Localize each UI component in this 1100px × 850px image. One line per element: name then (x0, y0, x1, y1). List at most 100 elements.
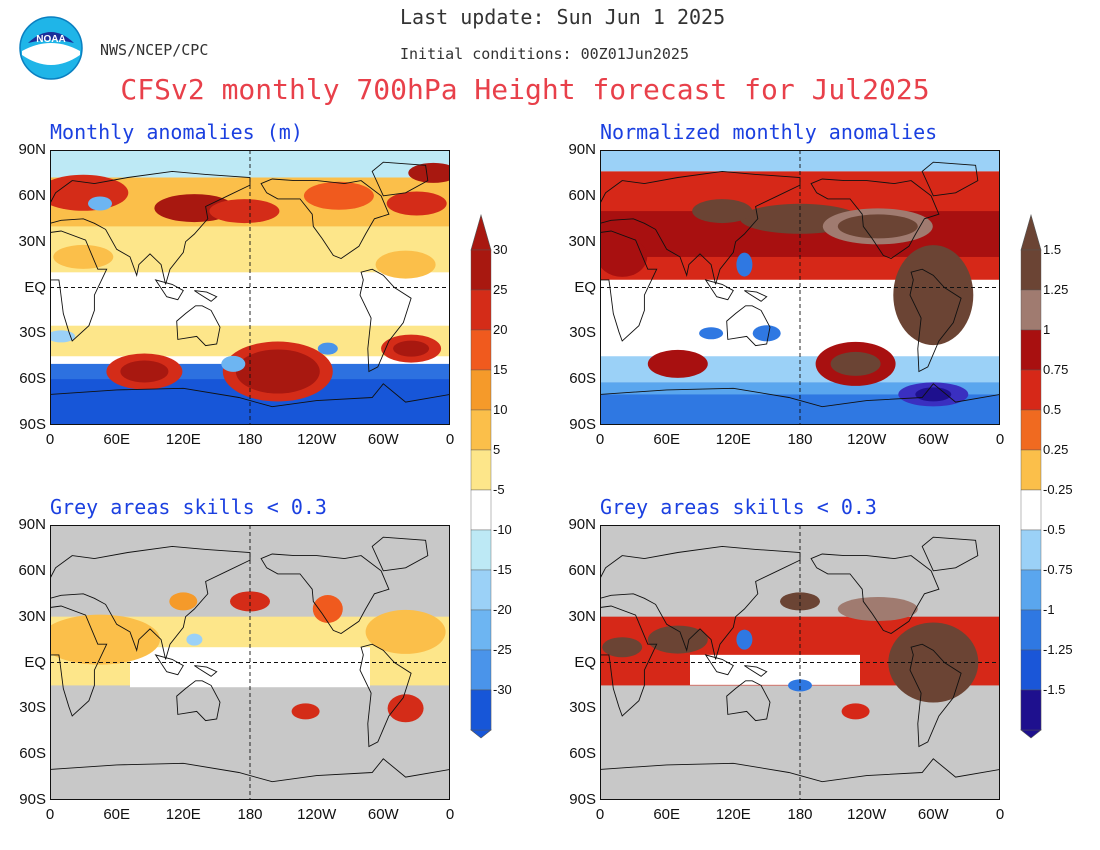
map-frame (50, 525, 450, 800)
coastline (909, 268, 962, 373)
latitude-label: 60N (18, 561, 46, 579)
longitude-label: 180 (237, 806, 263, 823)
anomaly-blob (365, 609, 446, 654)
coastline (154, 279, 184, 301)
coastline (909, 643, 962, 748)
latitude-label: 90N (568, 516, 596, 533)
longitude-label: 60W (917, 431, 949, 448)
page-title: CFSv2 monthly 700hPa Height forecast for… (120, 73, 930, 106)
anomaly-blob (230, 591, 270, 612)
latitude-label: 30N (18, 232, 46, 250)
latitude-label: 90N (18, 516, 46, 533)
coastline (726, 680, 771, 722)
latitude-label: 60N (568, 186, 596, 204)
colorbar-segment (1020, 249, 1042, 291)
colorbar-tick-label: -0.5 (1043, 522, 1066, 537)
longitude-label: 0 (995, 431, 1005, 448)
anomaly-blob (50, 614, 160, 665)
anomaly-blob (169, 592, 198, 611)
colorbar-segment (1020, 329, 1042, 371)
colorbar-segment (470, 649, 492, 691)
colorbar-segment (470, 609, 492, 651)
colorbar-neutral-segment (1020, 489, 1042, 531)
colorbar-tick-label: -0.75 (1043, 562, 1073, 577)
longitude-label: 180 (787, 806, 813, 823)
panel-title-bottom-left: Grey areas skills < 0.3 (50, 495, 327, 519)
anomaly-blob (291, 703, 320, 720)
longitude-label: 120W (297, 806, 337, 823)
coastline (50, 383, 450, 425)
longitude-label: 0 (45, 431, 55, 448)
latitude-label: 90N (568, 141, 596, 158)
longitude-label: 0 (595, 806, 605, 823)
longitude-label: 60W (367, 431, 399, 448)
longitude-label: 120E (715, 806, 751, 823)
colorbar-segment (1020, 289, 1042, 331)
latitude-label: EQ (24, 278, 46, 296)
colorbar-anomalies (470, 213, 492, 739)
longitude-label: 180 (237, 431, 263, 448)
coastline (921, 536, 979, 572)
longitude-label: 60W (917, 806, 949, 823)
anomaly-blob (386, 191, 447, 216)
anomaly-blob (600, 236, 648, 277)
anomaly-blob (393, 340, 430, 357)
colorbar-tick-label: -1.25 (1043, 642, 1073, 657)
latitude-label: 30S (19, 324, 46, 342)
longitude-label: 180 (787, 431, 813, 448)
coastline (704, 654, 734, 676)
anomaly-blob (120, 360, 169, 383)
colorbar-top-arrow (1020, 213, 1042, 251)
longitude-label: 120E (165, 806, 201, 823)
colorbar-segment (470, 249, 492, 291)
colorbar-tick-label: 0.25 (1043, 442, 1069, 457)
anomaly-blob (602, 637, 643, 658)
colorbar-tick-label: 10 (493, 402, 508, 417)
map-skill-masked-normalized (600, 525, 1000, 800)
low-anomaly-area (690, 654, 860, 685)
longitude-label: 60E (653, 806, 681, 823)
colorbar-tick-label: -0.25 (1043, 482, 1073, 497)
longitude-label: 60E (103, 431, 131, 448)
coastline (600, 758, 1000, 800)
anomaly-blob (317, 342, 338, 355)
anomaly-blob (375, 250, 436, 279)
latitude-label: 30N (568, 607, 596, 625)
latitude-label: 90S (19, 791, 46, 808)
coastline (260, 553, 390, 635)
anomaly-blob (221, 355, 246, 372)
anomaly-blob (837, 597, 918, 621)
coastline (50, 758, 450, 800)
colorbar-tick-label: -25 (493, 642, 512, 657)
colorbar-segment (470, 569, 492, 611)
longitude-label: 60E (103, 806, 131, 823)
anomaly-blob (209, 199, 280, 224)
colorbar-segment (1020, 369, 1042, 411)
coastline (371, 536, 429, 572)
colorbar-tick-label: -1.5 (1043, 682, 1066, 697)
latitude-label: 30N (18, 607, 46, 625)
colorbar-tick-label: 0.75 (1043, 362, 1069, 377)
latitude-label: 90S (19, 416, 46, 433)
coastline (810, 178, 940, 260)
anomaly-blob (303, 181, 374, 210)
latitude-label: EQ (24, 653, 46, 671)
anomaly-blob (235, 349, 320, 394)
anomaly-blob (647, 625, 708, 654)
colorbar-tick-label: 5 (493, 442, 501, 457)
colorbar-tick-label: 1.5 (1043, 242, 1062, 257)
latitude-label: 90N (18, 141, 46, 158)
colorbar-segment (470, 689, 492, 731)
coastline (154, 654, 184, 676)
map-frame (50, 150, 450, 425)
map-frame (600, 525, 1000, 800)
latitude-label: 60S (569, 745, 596, 763)
latitude-label: 30S (569, 324, 596, 342)
latitude-label: 30N (568, 232, 596, 250)
coastline (744, 290, 768, 302)
colorbar-segment (470, 529, 492, 571)
coastline (600, 383, 1000, 425)
coastline (600, 230, 658, 342)
coastline (359, 268, 412, 373)
colorbar-bottom-arrow (1020, 729, 1042, 739)
